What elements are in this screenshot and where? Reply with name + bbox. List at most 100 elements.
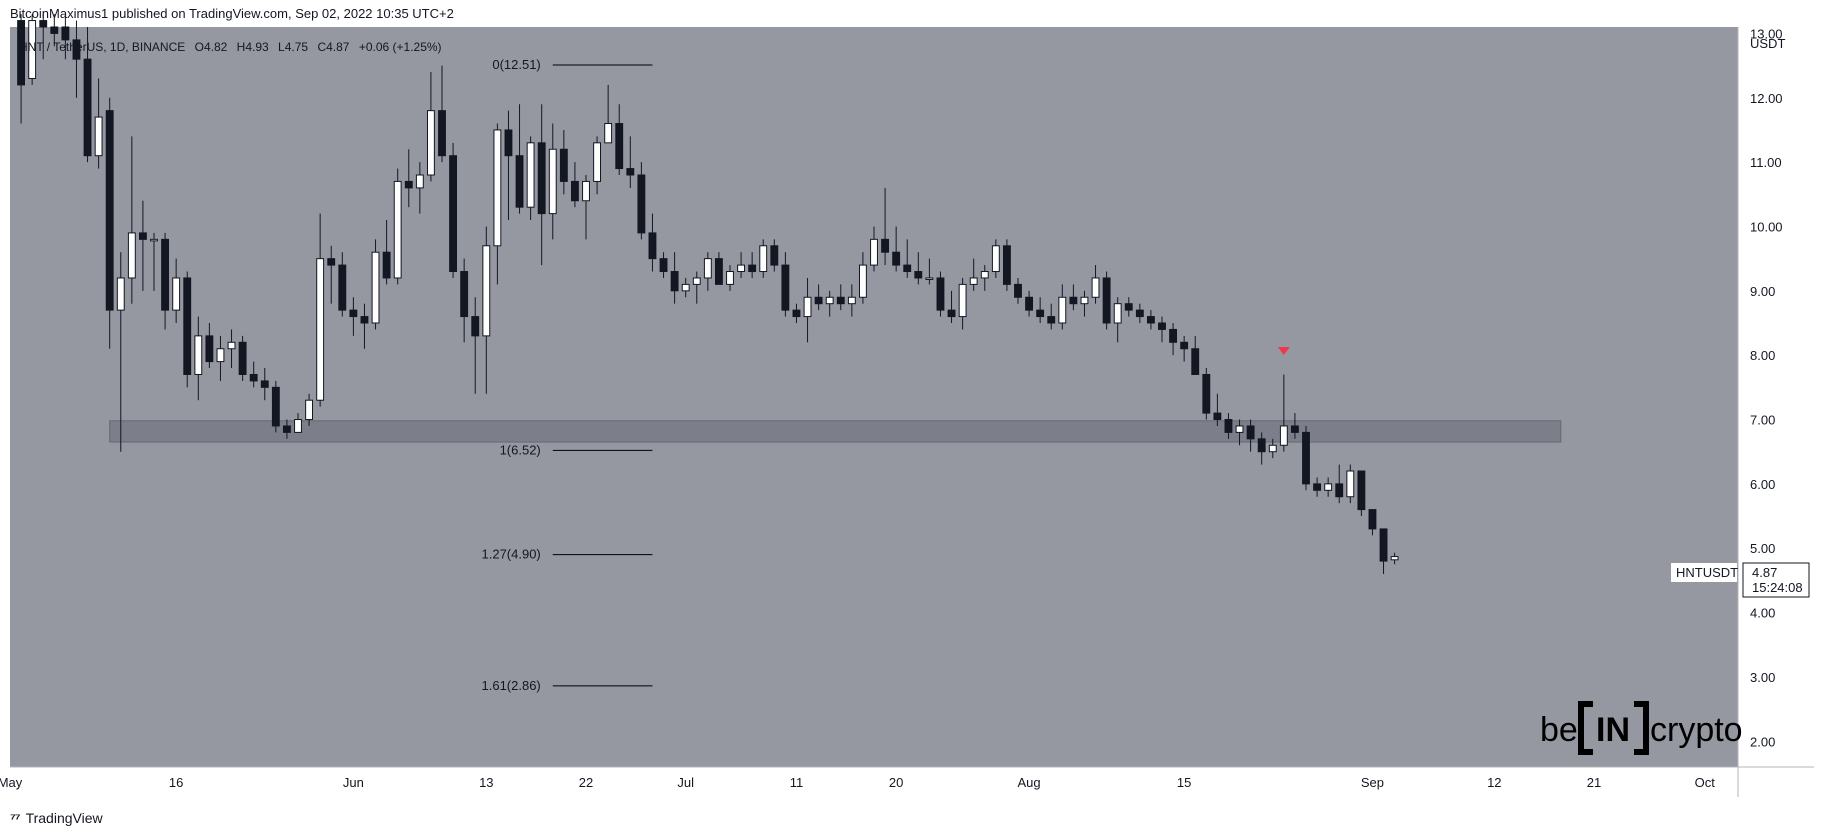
candle[interactable] [1390,552,1399,565]
candle[interactable] [947,290,956,323]
candle[interactable] [282,419,291,439]
candle[interactable] [648,213,657,272]
candle[interactable] [238,335,247,381]
candle[interactable] [1124,297,1133,317]
candle[interactable] [138,200,147,291]
candle[interactable] [548,123,557,240]
candle[interactable] [1180,335,1189,362]
candle[interactable] [714,252,723,285]
candle[interactable] [449,142,458,278]
candle[interactable] [39,14,48,60]
candle[interactable] [958,277,967,330]
candle[interactable] [1235,419,1244,446]
candle[interactable] [216,335,225,381]
candle[interactable] [249,361,258,388]
candle[interactable] [1357,470,1366,517]
candle[interactable] [227,329,236,369]
candle[interactable] [626,136,635,188]
plot-area[interactable] [10,27,1738,767]
candle[interactable] [127,136,136,304]
candle[interactable] [415,162,424,214]
candle[interactable] [438,65,446,163]
candle[interactable] [1246,419,1255,452]
candle[interactable] [349,297,358,336]
candle[interactable] [1268,438,1277,459]
candle[interactable] [1324,477,1333,497]
candle[interactable] [1135,303,1144,323]
candle[interactable] [792,303,801,323]
candle[interactable] [1302,425,1310,491]
candle[interactable] [881,187,890,266]
candle[interactable] [426,72,435,182]
candle[interactable] [161,232,170,330]
candle[interactable] [836,284,845,311]
candle[interactable] [1279,374,1288,452]
candle[interactable] [294,413,302,433]
candle[interactable] [1213,393,1222,426]
candle[interactable] [559,129,568,195]
candle[interactable] [371,239,380,330]
candle[interactable] [1313,477,1322,497]
candle[interactable] [1346,464,1355,504]
candle[interactable] [404,149,413,208]
price-axis-bg[interactable] [1738,27,1814,767]
candle[interactable] [980,265,989,291]
candle[interactable] [1169,323,1178,356]
candle[interactable] [515,104,524,214]
candle[interactable] [1058,284,1067,330]
candle[interactable] [991,239,1000,278]
candle[interactable] [327,245,336,304]
candle[interactable] [681,277,690,298]
candle[interactable] [94,78,103,169]
candle[interactable] [1047,303,1056,330]
candle[interactable] [1102,271,1111,330]
candle[interactable] [814,284,823,311]
candle[interactable] [870,226,878,272]
candle[interactable] [83,27,92,163]
candle[interactable] [1113,297,1122,343]
tradingview-footer[interactable]: ⁷⁷ TradingView [10,810,103,826]
candle[interactable] [194,316,203,401]
candle[interactable] [692,271,701,304]
candle[interactable] [892,226,901,272]
candle[interactable] [615,104,624,175]
time-axis-bg[interactable] [10,767,1738,797]
candle[interactable] [1335,464,1344,504]
candle[interactable] [582,175,590,240]
candle[interactable] [183,271,192,388]
candle[interactable] [703,252,712,291]
candle[interactable] [460,258,469,343]
candle[interactable] [748,252,757,278]
candle[interactable] [781,252,790,317]
candle[interactable] [316,213,325,407]
candle[interactable] [260,368,269,401]
candle[interactable] [338,252,347,317]
candle[interactable] [825,290,834,317]
candle[interactable] [759,239,768,278]
candle[interactable] [1002,239,1011,291]
candle[interactable] [537,104,546,266]
candle[interactable] [1069,284,1078,311]
candle[interactable] [969,258,978,291]
candle[interactable] [1036,297,1045,323]
candle[interactable] [116,252,125,452]
candle[interactable] [1146,310,1155,330]
candle[interactable] [737,252,746,278]
candle[interactable] [1202,368,1211,420]
candle[interactable] [1014,277,1022,304]
candle[interactable] [1025,290,1034,317]
candle[interactable] [28,14,37,85]
candle[interactable] [803,277,812,343]
support-zone[interactable] [109,420,1562,443]
candle[interactable] [770,239,779,272]
candle[interactable] [637,162,646,240]
candle[interactable] [61,14,70,60]
candle[interactable] [847,284,856,317]
candle[interactable] [526,136,535,221]
candle[interactable] [150,232,158,291]
candle[interactable] [471,297,480,394]
candle[interactable] [659,252,668,278]
candle[interactable] [1379,528,1388,574]
candle[interactable] [1080,290,1089,317]
